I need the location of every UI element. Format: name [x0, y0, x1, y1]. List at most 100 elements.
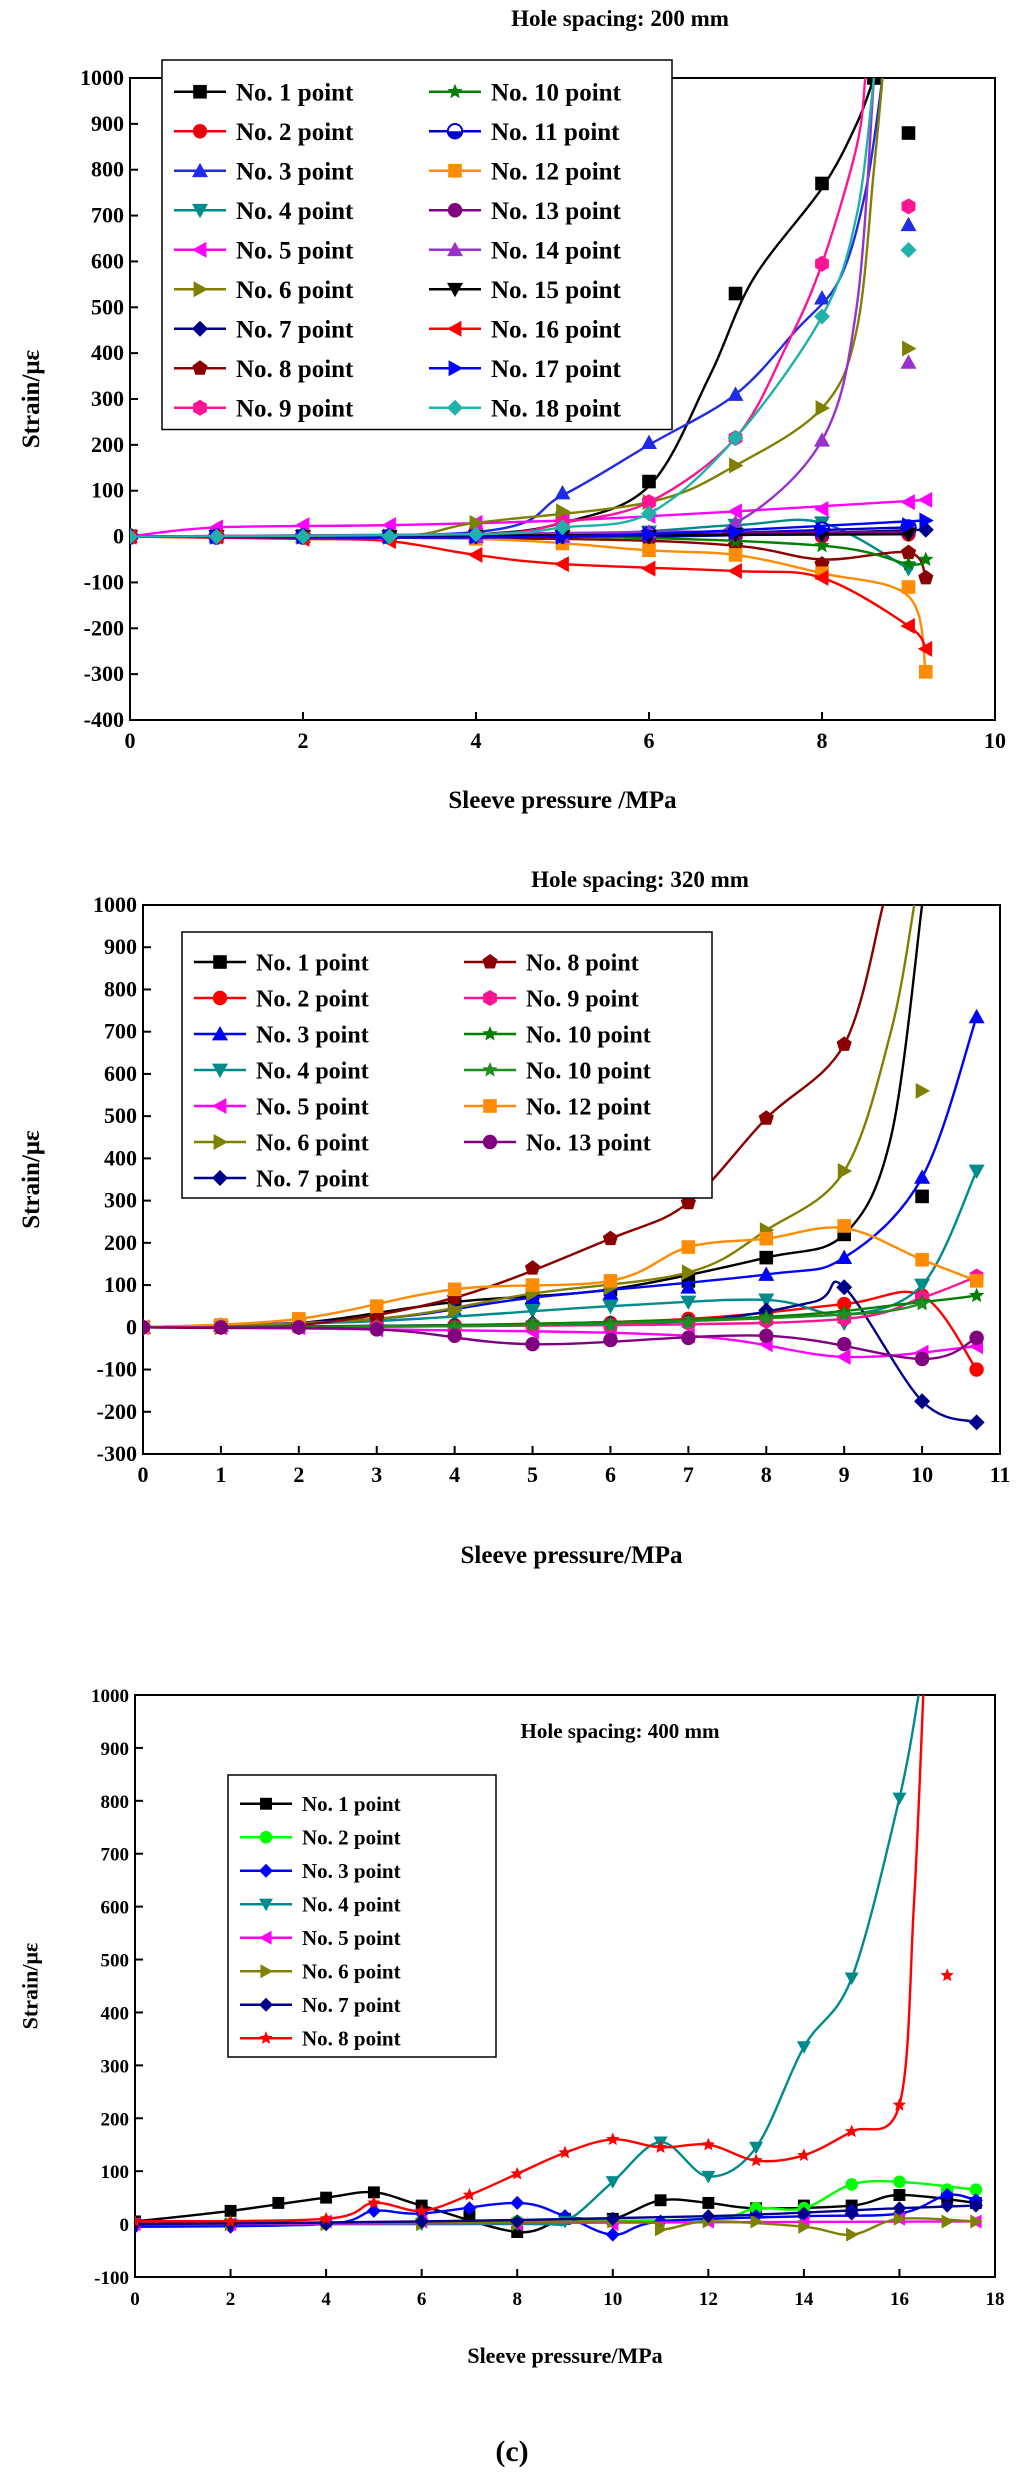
legend-marker [446, 123, 464, 140]
x-tick-label: 4 [449, 1462, 460, 1487]
x-tick-label: 0 [130, 2289, 140, 2310]
data-point [729, 457, 744, 474]
legend-marker [482, 954, 498, 969]
data-point [749, 2153, 763, 2167]
legend-label: No. 16 point [491, 317, 622, 344]
data-point [524, 1317, 541, 1332]
x-tick-label: 2 [298, 728, 309, 753]
data-point [381, 528, 398, 545]
series-line [143, 1326, 977, 1359]
legend-marker [448, 360, 463, 377]
y-tick-label: 600 [104, 1061, 137, 1086]
data-point [367, 2195, 381, 2209]
legend-item: No. 8 point [464, 950, 639, 976]
y-tick-label: 300 [101, 2056, 130, 2077]
legend-label: No. 8 point [302, 2027, 401, 2051]
data-point [727, 429, 744, 446]
y-tick-label: 500 [101, 1951, 130, 1972]
data-point [919, 665, 933, 679]
legend-label: No. 6 point [236, 277, 354, 304]
data-point [510, 2214, 525, 2229]
data-point [680, 1279, 697, 1294]
legend-marker [192, 320, 208, 337]
y-tick-label: 200 [104, 1230, 137, 1255]
data-point [510, 2166, 524, 2180]
y-tick-label: 800 [101, 1792, 130, 1813]
y-tick-label: 800 [104, 976, 137, 1001]
series-12 [130, 529, 933, 679]
data-point [836, 1036, 852, 1051]
series-line [143, 1226, 978, 1329]
y-tick-label: -200 [97, 1399, 137, 1424]
data-point [900, 544, 917, 560]
data-point [681, 1264, 697, 1281]
x-tick-label: 4 [321, 2289, 331, 2310]
x-tick-label: 4 [471, 728, 482, 753]
data-point [815, 521, 830, 538]
legend-label: No. 7 point [302, 1993, 401, 2017]
data-point [641, 434, 657, 449]
legend-marker [483, 990, 497, 1006]
data-point [836, 1306, 852, 1322]
legend-item: No. 18 point [429, 396, 622, 423]
legend-item: No. 2 point [194, 986, 369, 1012]
series-16 [130, 528, 933, 657]
data-point [914, 1351, 930, 1367]
plot-area [130, 78, 934, 679]
data-point [447, 1282, 462, 1297]
data-point [319, 2217, 334, 2232]
legend-label: No. 12 point [526, 1094, 651, 1120]
data-point [969, 1287, 985, 1303]
data-point [727, 503, 742, 520]
x-tick-label: 7 [683, 1462, 694, 1487]
legend-label: No. 3 point [256, 1022, 369, 1048]
data-point [602, 1299, 619, 1315]
legend-marker [192, 360, 208, 375]
legend-item: No. 3 point [194, 1022, 369, 1048]
legend-item: No. 2 point [240, 1826, 401, 1850]
legend-marker [447, 282, 463, 298]
data-point [462, 2201, 477, 2216]
data-point [968, 2198, 983, 2213]
data-point [814, 501, 829, 518]
data-point [836, 1279, 853, 1296]
data-point [642, 474, 656, 489]
legend-marker [483, 1099, 497, 1113]
legend-label: No. 5 point [236, 238, 354, 265]
x-tick-label: 0 [138, 1462, 149, 1487]
legend-item: No. 6 point [174, 277, 354, 304]
data-point [727, 562, 742, 579]
legend-item: No. 12 point [464, 1094, 651, 1120]
data-point [642, 526, 657, 543]
data-point [758, 1293, 775, 1308]
legend-marker [259, 2031, 273, 2044]
chart-title: Hole spacing: 400 mm [521, 1719, 720, 1743]
x-tick-label: 2 [226, 2289, 236, 2310]
series-8 [135, 1695, 954, 2228]
data-point [797, 2148, 811, 2161]
x-tick-label: 12 [699, 2289, 718, 2310]
data-point [902, 340, 917, 357]
legend-label: No. 4 point [302, 1893, 401, 1917]
chart-title: Hole spacing: 200 mm [511, 6, 729, 31]
legend-item: No. 9 point [464, 986, 639, 1012]
data-point [968, 1414, 985, 1431]
chart-2: 0 1 2 3 4 5 6 7 8 9 10 11 -300 -200 -100 0 100 200 300 400 5… [18, 867, 1011, 1569]
y-tick-label: -300 [84, 661, 124, 686]
legend-label: No. 1 point [236, 80, 354, 107]
chart-3: 0 2 4 6 8 10 12 14 16 18-100010020030040050060070… [18, 1686, 1005, 2368]
legend-marker [482, 1026, 498, 1041]
legend-label: No. 5 point [302, 1926, 401, 1950]
y-tick-label: -300 [97, 1441, 137, 1466]
y-tick-label: 100 [91, 478, 124, 503]
y-tick-label: 600 [91, 248, 124, 273]
legend-item: No. 1 point [194, 950, 369, 976]
x-tick-label: 10 [984, 728, 1006, 753]
y-tick-label: 0 [126, 1314, 137, 1339]
legend-item: No. 17 point [429, 356, 622, 383]
data-point [681, 1330, 696, 1346]
data-point [900, 562, 917, 577]
legend-marker [447, 203, 463, 218]
legend-marker [213, 1134, 228, 1150]
x-tick-label: 14 [794, 2289, 814, 2310]
